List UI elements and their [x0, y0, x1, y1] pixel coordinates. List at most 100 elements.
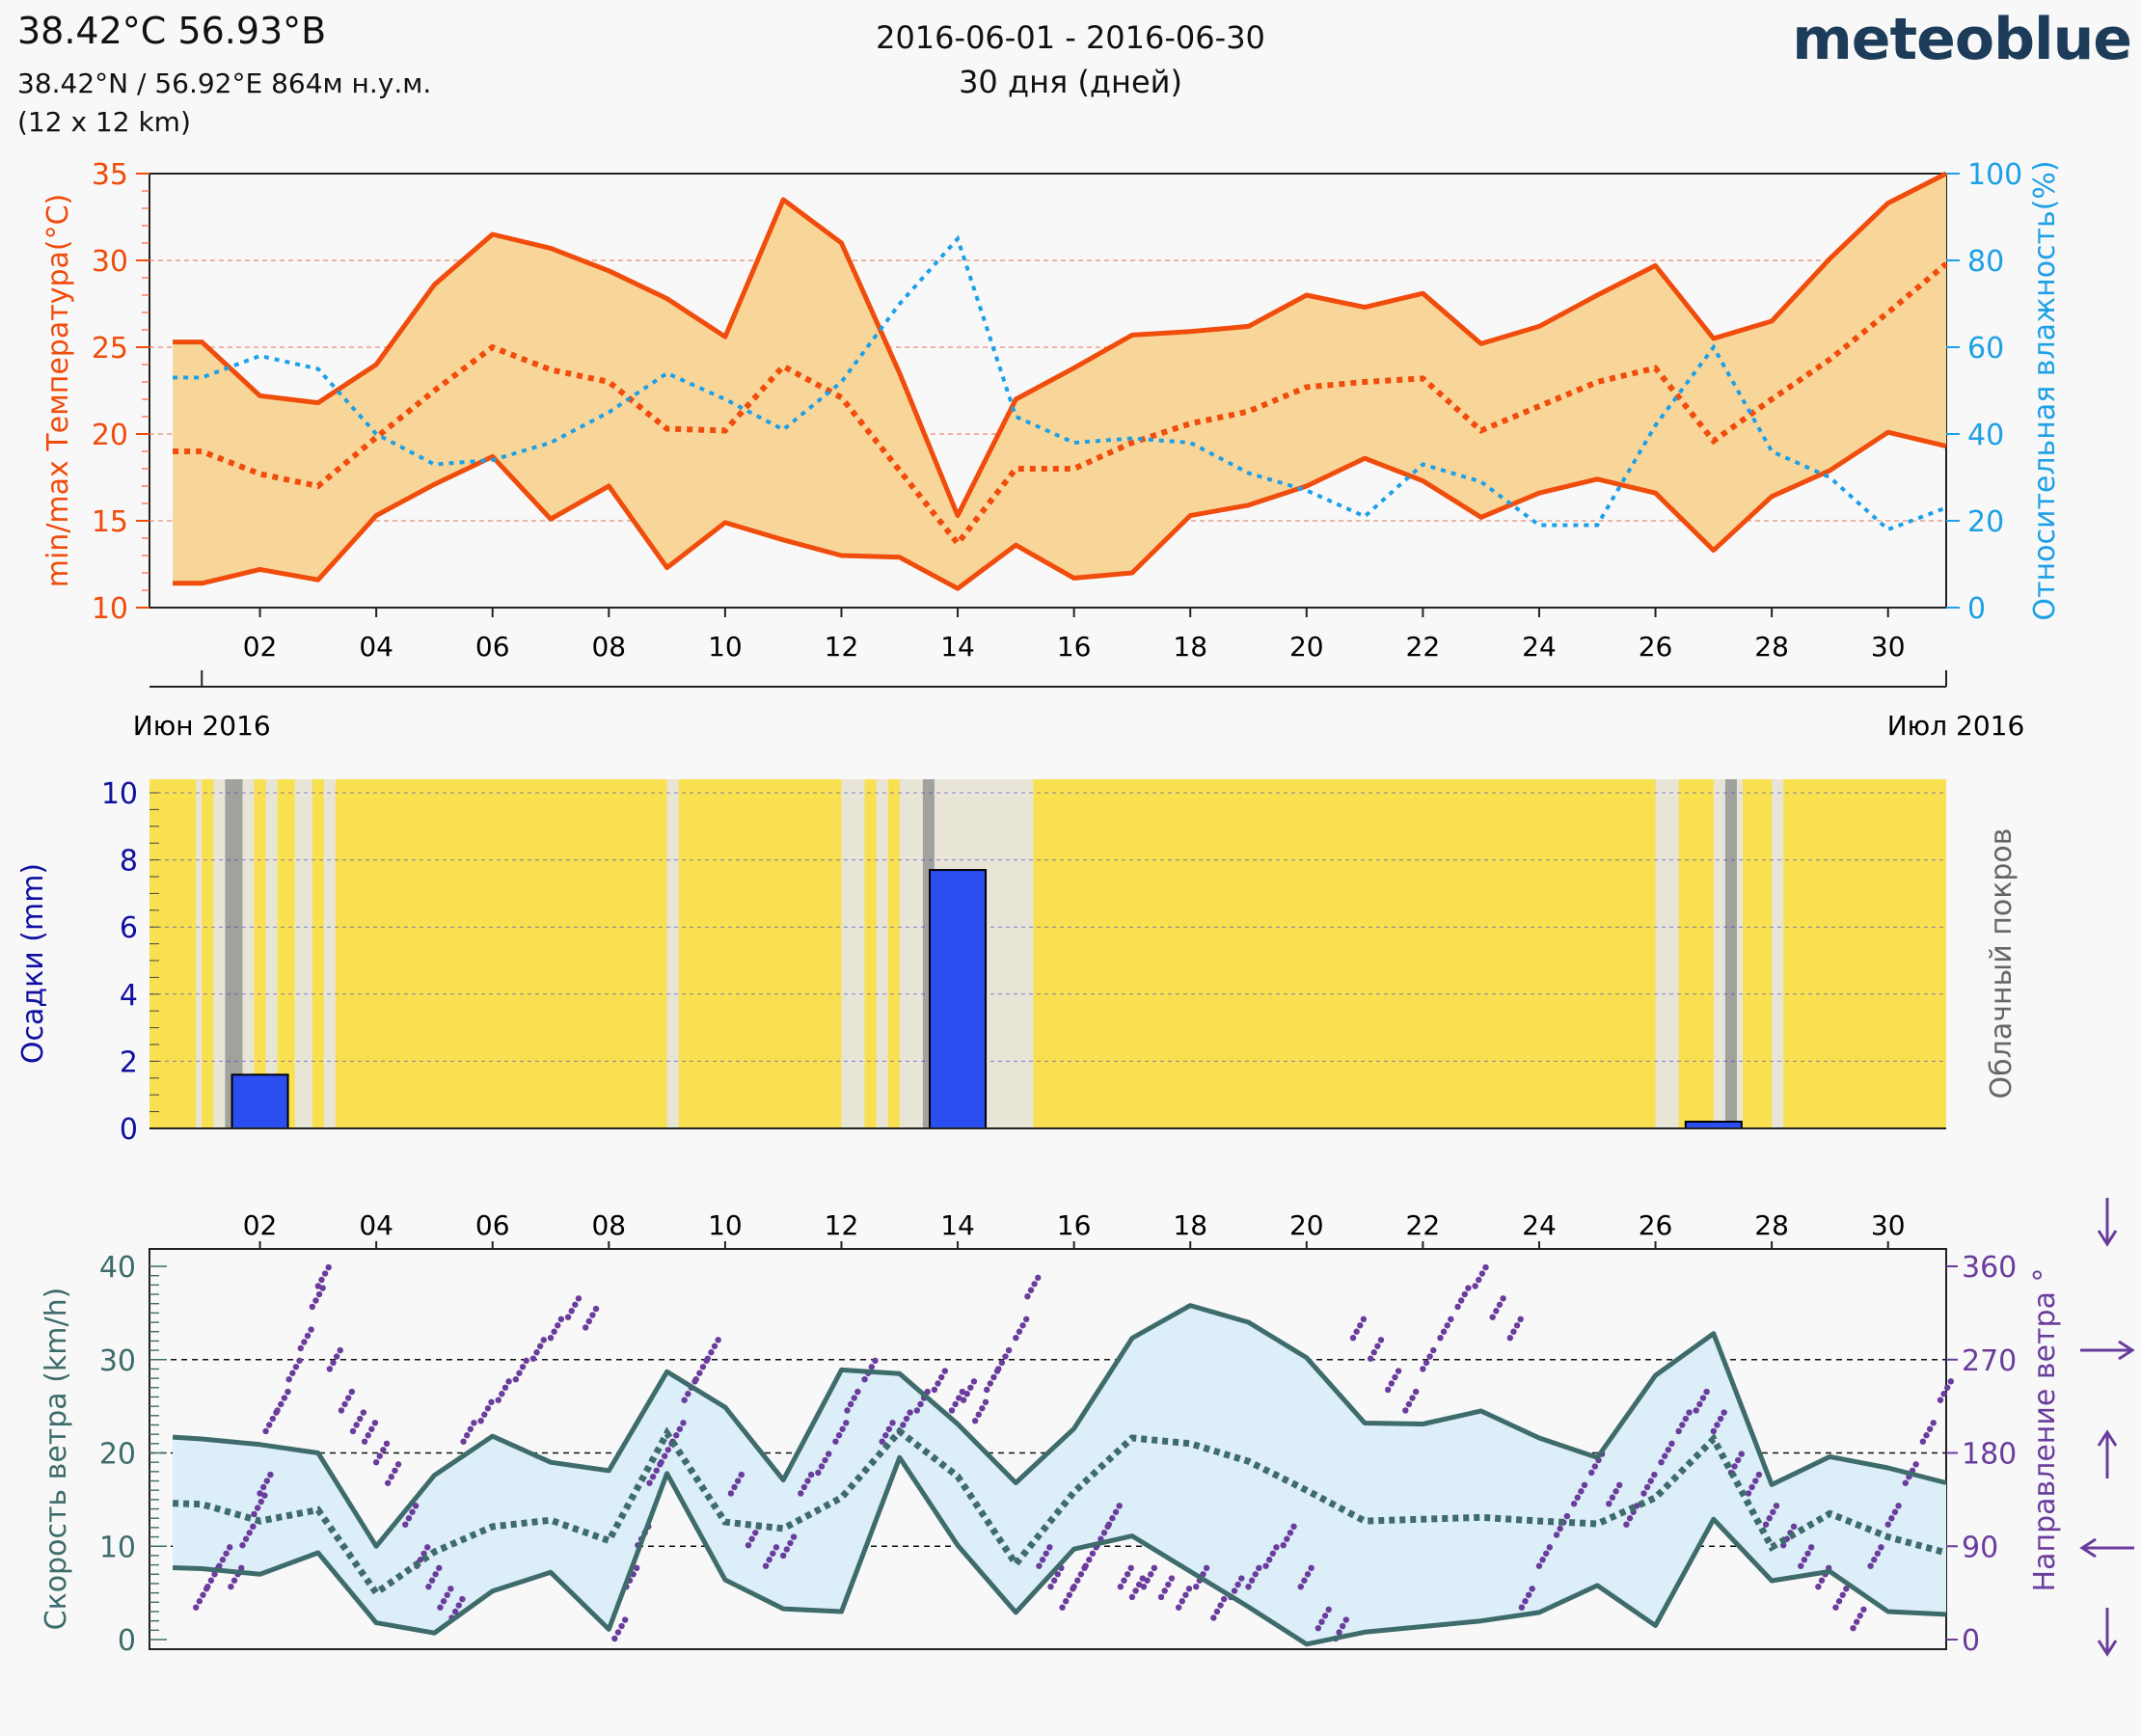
wind-direction-point — [533, 1349, 540, 1356]
wind-direction-point — [1839, 1591, 1846, 1598]
temperature-min-line — [173, 429, 1947, 591]
humidity-tick-label: 0 — [1967, 592, 1986, 626]
wind-direction-point — [804, 1478, 811, 1484]
wind-direction-point — [696, 1370, 703, 1376]
wind-direction-point — [1336, 1629, 1342, 1636]
wind-direction-point — [1626, 1515, 1634, 1522]
wind-direction-point — [998, 1359, 1006, 1367]
cloud-cover-band — [1655, 779, 1679, 1128]
wind-direction-point — [959, 1388, 966, 1396]
wind-direction-point — [1374, 1343, 1381, 1349]
wind-direction-point — [455, 1602, 462, 1609]
wind-direction-point — [1489, 1314, 1496, 1320]
x-tick-label: 20 — [1289, 631, 1324, 663]
wind-direction-point — [1105, 1521, 1113, 1528]
humidity-tick-label: 20 — [1967, 505, 2004, 539]
wind-direction-point — [1482, 1263, 1489, 1271]
temperature-range-band — [173, 174, 1947, 589]
wind-direction-point — [762, 1562, 770, 1569]
wind-direction-point — [1613, 1488, 1619, 1495]
wind-direction-point — [1878, 1544, 1884, 1551]
wind-direction-point — [1661, 1452, 1668, 1459]
wind-direction-point — [1815, 1583, 1822, 1590]
wind-direction-point — [766, 1557, 772, 1563]
wind-direction-point — [1002, 1353, 1009, 1360]
wind-direction-point — [575, 1295, 583, 1302]
wind-direction-point — [1902, 1479, 1909, 1486]
wind-x-tick-label: 24 — [1522, 1209, 1557, 1241]
wind-direction-point — [447, 1586, 454, 1592]
wind-x-tick-label: 12 — [825, 1209, 859, 1241]
wind-direction-point — [463, 1432, 471, 1439]
wind-direction-point — [704, 1355, 711, 1362]
overcast-band — [1724, 779, 1737, 1128]
wind-direction-point — [1591, 1463, 1599, 1470]
wind-direction-tick-label: 180 — [1962, 1438, 2017, 1472]
wind-direction-point — [1284, 1535, 1290, 1542]
wind-direction-point — [1518, 1604, 1526, 1611]
wind-direction-point — [872, 1357, 879, 1365]
grid-resolution: (12 x 12 km) — [17, 106, 191, 138]
wind-direction-point — [847, 1400, 854, 1408]
wind-direction-point — [1325, 1606, 1332, 1614]
wind-direction-point — [1553, 1532, 1560, 1538]
wind-direction-point — [1161, 1587, 1168, 1594]
temperature-tick-label: 35 — [92, 158, 128, 192]
wind-direction-point — [1409, 1395, 1416, 1401]
wind-direction-point — [839, 1425, 846, 1432]
wind-direction-point — [653, 1467, 660, 1474]
wind-direction-point — [250, 1523, 257, 1531]
temperature-tick-label: 20 — [92, 419, 128, 452]
wind-direction-point — [1457, 1297, 1465, 1304]
wind-direction-point — [200, 1591, 206, 1598]
wind-direction-point — [257, 1498, 264, 1505]
wind-direction-point — [1623, 1521, 1630, 1528]
precip-tick-label: 4 — [120, 979, 138, 1013]
wind-x-tick-label: 22 — [1406, 1209, 1441, 1241]
wind-direction-point — [885, 1425, 893, 1432]
wind-direction-point — [787, 1539, 794, 1547]
wind-direction-point — [1066, 1591, 1073, 1598]
wind-direction-point — [611, 1635, 618, 1642]
wind-direction-point — [990, 1373, 997, 1381]
wind-direction-point — [907, 1409, 913, 1416]
wind-direction-point — [348, 1388, 356, 1396]
wind-x-tick-label: 30 — [1871, 1209, 1906, 1241]
wind-direction-point — [529, 1355, 537, 1362]
wind-direction-point — [1357, 1322, 1364, 1329]
wind-direction-point — [1658, 1458, 1665, 1466]
wind-x-tick-label: 08 — [591, 1209, 626, 1241]
cloud-cover-band — [876, 779, 888, 1128]
wind-max-line — [172, 1303, 1947, 1549]
wind-direction-point — [1710, 1427, 1718, 1435]
wind-direction-point — [380, 1447, 387, 1453]
wind-direction-point — [1179, 1598, 1185, 1605]
wind-direction-point — [1578, 1488, 1585, 1495]
wind-direction-point — [1062, 1598, 1070, 1605]
wind-direction-point — [1766, 1515, 1773, 1522]
wind-direction-point — [790, 1533, 798, 1540]
wind-direction-point — [1027, 1287, 1035, 1293]
wind-direction-point — [1517, 1316, 1524, 1323]
wind-direction-point — [1377, 1337, 1385, 1343]
wind-direction-point — [738, 1471, 745, 1478]
cloud-cover-axis-label: Облачный покров — [1985, 828, 2019, 1099]
wind-direction-point — [1696, 1400, 1703, 1408]
wind-direction-point — [1807, 1544, 1815, 1551]
wind-direction-point — [1210, 1614, 1217, 1621]
wind-direction-point — [477, 1417, 484, 1424]
wind-min-line — [173, 1454, 1947, 1647]
wind-direction-point — [1077, 1571, 1085, 1578]
wind-direction-point — [423, 1544, 431, 1551]
meteoblue-logo[interactable]: meteoblue — [1792, 6, 2132, 73]
wind-direction-point — [1734, 1456, 1742, 1464]
wind-direction-point — [516, 1370, 523, 1376]
wind-direction-point — [783, 1546, 790, 1553]
wind-speed-tick-label: 10 — [99, 1531, 136, 1564]
wind-direction-point — [1651, 1471, 1658, 1478]
wind-direction-point — [1353, 1328, 1360, 1335]
wind-direction-point — [308, 1326, 314, 1333]
wind-direction-point — [798, 1490, 804, 1497]
wind-direction-point — [1213, 1608, 1221, 1615]
